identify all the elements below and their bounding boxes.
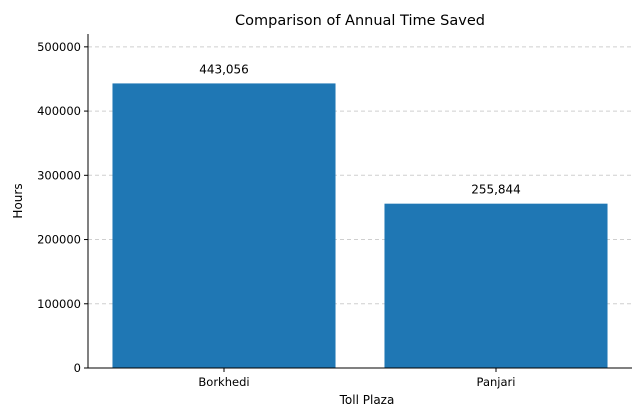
data-labels: 443,056 255,844 [199, 62, 521, 196]
x-tick-label: Borkhedi [198, 375, 249, 389]
y-tick-label: 0 [74, 361, 81, 375]
bars [112, 83, 608, 368]
bar [384, 203, 608, 368]
y-tick-label: 100000 [37, 297, 81, 311]
bar-value-label: 443,056 [199, 62, 249, 76]
bar [112, 83, 336, 368]
y-tick-label: 300000 [37, 168, 81, 182]
y-tick-label: 200000 [37, 233, 81, 247]
y-tick-label: 400000 [37, 104, 81, 118]
y-axis-label: Hours [11, 183, 25, 218]
y-tick-label: 500000 [37, 40, 81, 54]
x-axis-label: Toll Plaza [339, 393, 395, 407]
chart-title: Comparison of Annual Time Saved [235, 13, 485, 29]
x-tick-label: Panjari [477, 375, 516, 389]
x-ticks: Borkhedi Panjari [198, 368, 515, 389]
axes [87, 34, 632, 369]
y-ticks: 0 100000 200000 300000 400000 500000 [37, 40, 88, 375]
bar-value-label: 255,844 [471, 183, 521, 197]
